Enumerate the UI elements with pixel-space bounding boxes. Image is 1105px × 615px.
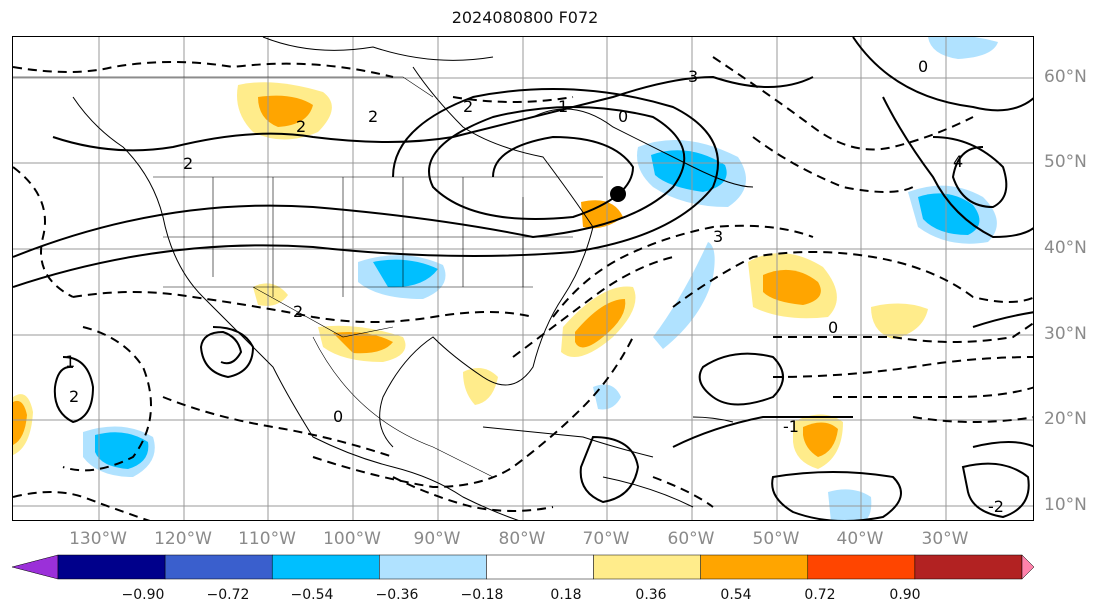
contour-label: 2	[293, 302, 303, 321]
lat-label: 10°N	[1044, 495, 1087, 515]
anomaly-cold	[918, 193, 980, 235]
map-canvas: 2 2 2 1 0 0 2 3 4 3 0 2 1 -1 -2 0 2	[13, 37, 1033, 520]
contour-label: 2	[368, 107, 378, 126]
lon-label: 50°W	[752, 529, 800, 549]
contour-label: 3	[688, 67, 698, 86]
contour-label: 2	[183, 154, 193, 173]
anomaly-warm	[253, 283, 288, 306]
contours	[13, 37, 1033, 520]
lon-label: 40°W	[836, 529, 884, 549]
anomaly-cold	[828, 489, 872, 520]
contour-label: 2	[463, 97, 473, 116]
colorbar	[11, 554, 1035, 580]
colorbar-arrow-high	[1021, 554, 1035, 580]
lon-label: 70°W	[582, 529, 630, 549]
contour-label: 2	[69, 387, 79, 406]
contour-label: 2	[296, 117, 306, 136]
colorbar-tick: −0.18	[460, 587, 504, 603]
lon-label: 30°W	[921, 529, 969, 549]
colorbar-tick: 0.18	[550, 587, 582, 603]
colorbar-tick: −0.54	[290, 587, 334, 603]
lon-label: 130°W	[69, 529, 127, 549]
contour-label: -2	[988, 497, 1004, 516]
lat-label: 40°N	[1044, 238, 1087, 258]
contour-labels: 2 2 2 1 0 0 2 3 4 3 0 2 1 -1 -2 0 2	[65, 57, 1004, 516]
colorbar-tick: 0.72	[804, 587, 836, 603]
colorbar-arrow-low	[11, 554, 59, 580]
colorbar-tick: 0.54	[720, 587, 752, 603]
colorbar-tick: −0.36	[375, 587, 419, 603]
lat-label: 50°N	[1044, 152, 1087, 172]
map-title: 2024080800 F072	[451, 8, 599, 27]
lon-label: 110°W	[238, 529, 296, 549]
anomaly-warm	[463, 368, 498, 405]
lat-label: 20°N	[1044, 409, 1087, 429]
anomaly-warm	[333, 332, 393, 354]
shaded-anomalies	[13, 37, 998, 520]
anomaly-warm	[258, 95, 313, 127]
colorbar-segment	[271, 554, 380, 580]
anomaly-cold	[373, 259, 438, 288]
contour-label: 0	[333, 407, 343, 426]
contour-label: 3	[713, 227, 723, 246]
colorbar-tick: −0.90	[121, 587, 165, 603]
colorbar-tick: 0.90	[889, 587, 921, 603]
borders	[13, 76, 603, 478]
lat-label: 60°N	[1044, 67, 1087, 87]
colorbar-segment	[486, 554, 594, 580]
lat-label: 30°N	[1044, 324, 1087, 344]
dashed-contours	[13, 56, 1033, 520]
anomaly-cold	[928, 37, 998, 59]
anomaly-cold	[651, 150, 727, 192]
lon-label: 120°W	[154, 529, 212, 549]
contour-label: -1	[783, 417, 799, 436]
map-panel: 2 2 2 1 0 0 2 3 4 3 0 2 1 -1 -2 0 2	[12, 36, 1034, 521]
anomaly-warm	[803, 422, 838, 457]
contour-label: 0	[918, 57, 928, 76]
low-center-marker	[610, 186, 626, 202]
colorbar-segment	[700, 554, 809, 580]
contour-label: 1	[65, 352, 75, 371]
colorbar-segment	[593, 554, 701, 580]
anomaly-warm	[13, 400, 27, 445]
contour-label: 0	[828, 318, 838, 337]
colorbar-segment	[379, 554, 487, 580]
colorbar-segment	[164, 554, 273, 580]
lon-label: 90°W	[413, 529, 461, 549]
anomaly-cold	[653, 242, 715, 349]
colorbar-segment	[57, 554, 166, 580]
lon-label: 100°W	[323, 529, 381, 549]
anomaly-cold	[95, 432, 149, 469]
lon-label: 80°W	[498, 529, 546, 549]
coastlines	[72, 37, 754, 520]
colorbar-segment	[914, 554, 1023, 580]
lon-label: 60°W	[667, 529, 715, 549]
graticule	[13, 37, 1033, 520]
colorbar-segment	[807, 554, 916, 580]
anomaly-warm	[871, 303, 928, 339]
contour-label: 0	[618, 107, 628, 126]
colorbar-tick: −0.72	[206, 587, 250, 603]
colorbar-tick: 0.36	[635, 587, 667, 603]
contour-label: 4	[953, 152, 963, 171]
contour-label: 1	[558, 97, 568, 116]
